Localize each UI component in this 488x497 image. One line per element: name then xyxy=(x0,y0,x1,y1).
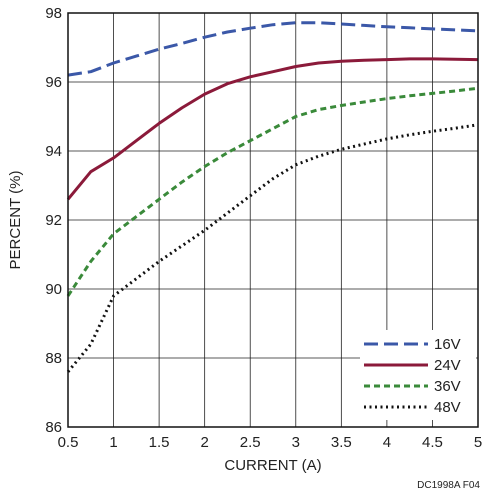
legend: 16V 24V 36V 48V xyxy=(364,336,461,416)
y-tick-label-5: 96 xyxy=(45,74,62,91)
x-tick-labels: 0.5 1 1.5 2 2.5 3 3.5 4 4.5 5 xyxy=(58,434,483,451)
y-tick-label-0: 86 xyxy=(45,419,62,436)
series-line-24V xyxy=(66,57,479,201)
y-tick-label-4: 94 xyxy=(45,143,62,160)
x-tick-label-8: 4.5 xyxy=(422,434,443,451)
series-line-16V xyxy=(67,21,479,77)
x-tick-label-5: 3 xyxy=(292,434,300,451)
y-tick-labels: 86 88 90 92 94 96 98 xyxy=(45,5,62,436)
legend-label-36V: 36V xyxy=(434,378,461,395)
legend-label-48V: 48V xyxy=(434,399,461,416)
x-tick-label-6: 3.5 xyxy=(331,434,352,451)
legend-label-24V: 24V xyxy=(434,357,461,374)
x-tick-label-3: 2 xyxy=(200,434,208,451)
series-line-48V xyxy=(66,123,479,373)
y-tick-label-6: 98 xyxy=(45,5,62,22)
x-tick-label-4: 2.5 xyxy=(240,434,261,451)
y-tick-label-2: 90 xyxy=(45,281,62,298)
x-tick-label-9: 5 xyxy=(474,434,482,451)
x-tick-label-0: 0.5 xyxy=(58,434,79,451)
legend-label-16V: 16V xyxy=(434,336,461,353)
y-tick-label-1: 88 xyxy=(45,350,62,367)
x-axis-label: CURRENT (A) xyxy=(224,457,321,474)
series-group xyxy=(66,21,479,373)
y-axis-label: PERCENT (%) xyxy=(7,171,24,270)
x-tick-label-1: 1 xyxy=(109,434,117,451)
series-line-36V xyxy=(66,86,479,297)
plot-frame xyxy=(67,12,479,428)
y-tick-label-3: 92 xyxy=(45,212,62,229)
figure-code: DC1998A F04 xyxy=(417,480,480,491)
x-tick-label-2: 1.5 xyxy=(149,434,170,451)
x-tick-label-7: 4 xyxy=(383,434,391,451)
